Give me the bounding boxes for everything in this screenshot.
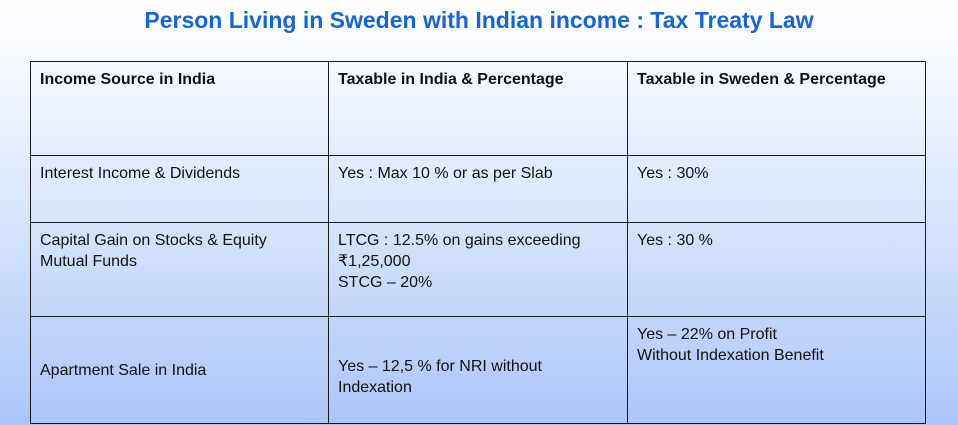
table-header-row: Income Source in India Taxable in India … — [30, 61, 926, 156]
column-header-income-source: Income Source in India — [30, 61, 329, 156]
column-header-taxable-sweden: Taxable in Sweden & Percentage — [627, 61, 926, 156]
table-row: Capital Gain on Stocks & Equity Mutual F… — [30, 222, 926, 317]
page-title: Person Living in Sweden with Indian inco… — [144, 7, 814, 33]
taxable-sweden-cell: Yes : 30% — [627, 155, 926, 223]
taxable-india-cell: Yes – 12,5 % for NRI without Indexation — [328, 316, 628, 424]
income-source-cell: Interest Income & Dividends — [30, 155, 329, 223]
taxable-india-cell: Yes : Max 10 % or as per Slab — [328, 155, 628, 223]
income-source-cell: Capital Gain on Stocks & Equity Mutual F… — [30, 222, 329, 317]
column-header-taxable-india: Taxable in India & Percentage — [328, 61, 628, 156]
taxable-sweden-cell: Yes – 22% on Profit Without Indexation B… — [627, 316, 926, 424]
taxable-sweden-cell: Yes : 30 % — [627, 222, 926, 317]
table-row: Apartment Sale in India Yes – 12,5 % for… — [30, 316, 926, 424]
tax-treaty-table: Income Source in India Taxable in India … — [30, 61, 926, 424]
income-source-cell: Apartment Sale in India — [30, 316, 329, 424]
taxable-india-cell: LTCG : 12.5% on gains exceeding ₹1,25,00… — [328, 222, 628, 317]
table-row: Interest Income & Dividends Yes : Max 10… — [30, 155, 926, 223]
